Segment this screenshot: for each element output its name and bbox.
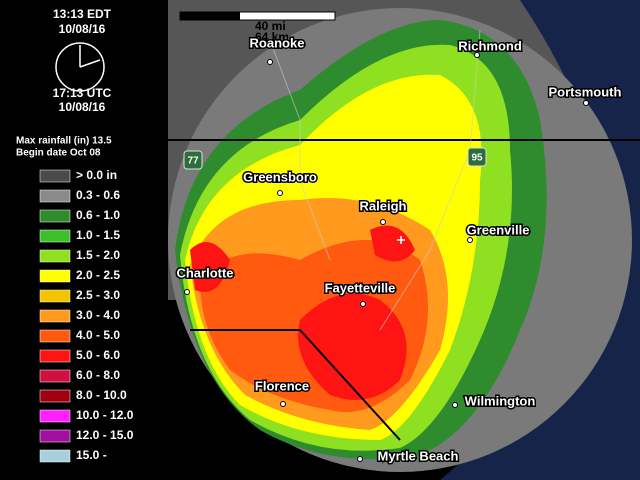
city-label: Myrtle Beach [378, 448, 459, 463]
highway-label: 77 [187, 156, 199, 167]
legend-label: 2.5 - 3.0 [76, 288, 120, 302]
utc-time: 17:13 UTC [53, 86, 112, 100]
legend-swatch [39, 349, 71, 363]
legend-label: 3.0 - 4.0 [76, 308, 120, 322]
city-dot [184, 289, 190, 295]
legend-label: 5.0 - 6.0 [76, 348, 120, 362]
city-label: Raleigh [360, 198, 407, 213]
scale-bar-segment [180, 12, 240, 20]
legend-swatch [39, 429, 71, 443]
legend-swatch [39, 189, 71, 203]
legend-swatch [39, 409, 71, 423]
legend-label: 10.0 - 12.0 [76, 408, 134, 422]
road [269, 29, 481, 331]
city-label: Wilmington [465, 393, 536, 408]
clock [55, 42, 105, 92]
legend-swatch [39, 329, 71, 343]
city-dot [583, 100, 589, 106]
city-dot [277, 190, 283, 196]
local-time: 13:13 EDT [53, 7, 112, 21]
city-label: Greensboro [243, 169, 317, 184]
utc-date: 10/08/16 [59, 100, 106, 114]
city-dot [467, 237, 473, 243]
rain-area [190, 225, 415, 400]
legend-label: 0.3 - 0.6 [76, 188, 120, 202]
clock-hands [79, 45, 101, 68]
local-date: 10/08/16 [59, 22, 106, 36]
legend-label: 4.0 - 5.0 [76, 328, 120, 342]
city-dot [267, 59, 273, 65]
radar-site [397, 236, 405, 244]
legend-swatch [39, 269, 71, 283]
city-dot [360, 301, 366, 307]
city-dot [452, 402, 458, 408]
city-dot [357, 456, 363, 462]
legend-label: 6.0 - 8.0 [76, 368, 120, 382]
city-label: Roanoke [250, 35, 305, 50]
map: 40 mi 64 km [168, 0, 640, 480]
city-label: Richmond [458, 38, 522, 53]
legend-label: 0.6 - 1.0 [76, 208, 120, 222]
legend-swatch [39, 449, 71, 463]
legend-label: > 0.0 in [76, 168, 117, 182]
city-label: Florence [255, 378, 309, 393]
city-dot [474, 52, 480, 58]
legend-label: 12.0 - 15.0 [76, 428, 134, 442]
legend-swatch [39, 289, 71, 303]
legend-label: 8.0 - 10.0 [76, 388, 127, 402]
begin-date: Begin date Oct 08 [16, 148, 101, 159]
legend-swatch [39, 309, 71, 323]
legend-swatch [39, 229, 71, 243]
city-label: Charlotte [176, 265, 233, 280]
scale-miles: 40 mi [255, 19, 286, 33]
highway-label: 95 [471, 153, 483, 164]
legend-swatch [39, 369, 71, 383]
city-label: Fayetteville [325, 280, 396, 295]
legend-swatch [39, 389, 71, 403]
city-label: Portsmouth [549, 84, 622, 99]
scale-km: 64 km [255, 30, 289, 44]
max-rainfall: Max rainfall (in) 13.5 [16, 136, 112, 147]
legend-label: 15.0 - [76, 448, 107, 462]
legend-swatch [39, 209, 71, 223]
city-dot [280, 401, 286, 407]
info-panel: 13:13 EDT 10/08/16 17:13 UTC 10/08/16 Ma… [16, 7, 112, 158]
legend-label: 2.0 - 2.5 [76, 268, 120, 282]
state-border [190, 329, 401, 441]
legend-swatch [39, 169, 71, 183]
city-dot [380, 219, 386, 225]
highway-shield [467, 147, 487, 167]
legend-swatch [39, 249, 71, 263]
legend-label: 1.5 - 2.0 [76, 248, 120, 262]
legend-label: 1.0 - 1.5 [76, 228, 120, 242]
highway-shield [183, 150, 203, 170]
city-label: Greenville [467, 222, 530, 237]
